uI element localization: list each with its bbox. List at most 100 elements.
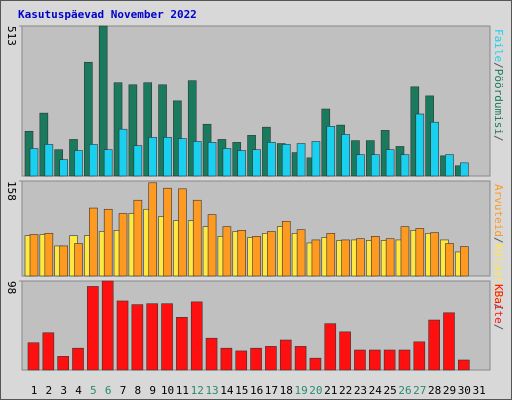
bar [116,300,129,371]
bar [29,148,39,177]
x-tick-label: 23 [354,384,367,397]
x-tick-label: 7 [120,384,127,397]
bar [146,303,159,371]
bar [59,159,68,177]
x-tick-label: 24 [369,384,383,397]
bar [279,339,292,371]
x-tick-label: 20 [309,384,322,397]
bar [192,141,202,177]
y-tick-label: 513 [5,26,18,46]
bar [383,349,396,371]
legend-entry: KBaite [492,284,505,324]
legend-separator: / [492,135,505,142]
x-tick-label: 13 [205,384,218,397]
bar [158,84,167,177]
bar [44,233,54,277]
legend-entry: Pöördumisi [492,69,505,135]
x-tick-label: 6 [105,384,112,397]
legend-entry: Külastusi [492,244,505,304]
bar [250,347,262,371]
bar [324,323,337,371]
x-tick-label: 11 [176,384,189,397]
bar [267,142,276,177]
legend-text: KBaite/ [492,284,505,330]
x-tick-label: 3 [60,384,67,397]
legend-text: Faile/Pöördumisi/ [492,29,505,142]
bar [163,187,172,277]
legend-separator: / [492,324,505,331]
bar [143,82,153,177]
bar [178,188,187,277]
bar [42,332,55,371]
bar [460,246,469,277]
bar [161,303,173,371]
bar [428,319,440,371]
bar [341,239,350,277]
bar [205,337,218,371]
bar [103,149,113,177]
x-tick-label: 31 [473,384,486,397]
bar [458,359,470,371]
bar [84,61,93,177]
x-tick-label: 5 [90,384,97,397]
bar [59,245,68,277]
bar [400,154,410,177]
bar [163,137,172,177]
chart-title: Kasutuspäevad November 2022 [18,8,197,21]
bar [430,121,439,177]
bar [89,144,98,177]
bar [370,154,380,177]
bar [74,243,83,277]
bar [89,207,98,277]
bar [133,199,143,277]
bar [356,238,365,277]
bar [281,144,291,177]
x-tick-label: 17 [265,384,278,397]
bar [267,231,276,277]
bar [27,342,40,371]
legend-separator: / [492,237,505,244]
bar [309,357,322,371]
x-tick-label: 29 [443,384,456,397]
x-tick-label: 8 [135,384,142,397]
bar [87,286,99,371]
bar [400,226,410,277]
x-tick-label: 21 [324,384,337,397]
bar [128,84,138,177]
bar [220,347,233,371]
x-tick-label: 26 [398,384,411,397]
legend: Faile/Pöördumisi/ [492,29,505,142]
bar [296,229,306,277]
bar [281,220,291,277]
bar [356,154,365,177]
x-tick-label: 19 [294,384,307,397]
bar [187,80,197,177]
bar [341,134,350,177]
bar [44,144,54,177]
x-tick-label: 10 [161,384,174,397]
bar [190,301,203,371]
bar [237,150,247,177]
bar [294,346,307,371]
bar [311,141,321,177]
bar [415,113,425,177]
bar [235,350,248,371]
bar [265,346,277,371]
x-tick-label: 12 [191,384,204,397]
x-tick-label: 14 [220,384,234,397]
bar [207,142,217,177]
x-tick-label: 9 [149,384,156,397]
bar [29,234,39,277]
bar [415,228,425,277]
bar [178,138,187,177]
x-tick-label: 4 [75,384,82,397]
x-tick-label: 15 [235,384,248,397]
bar [222,148,232,177]
bar [252,149,261,177]
bar [385,149,395,177]
x-tick-label: 1 [31,384,38,397]
legend-entry: Arvuteid [492,184,505,237]
x-tick-label: 2 [46,384,53,397]
bar [101,280,114,371]
